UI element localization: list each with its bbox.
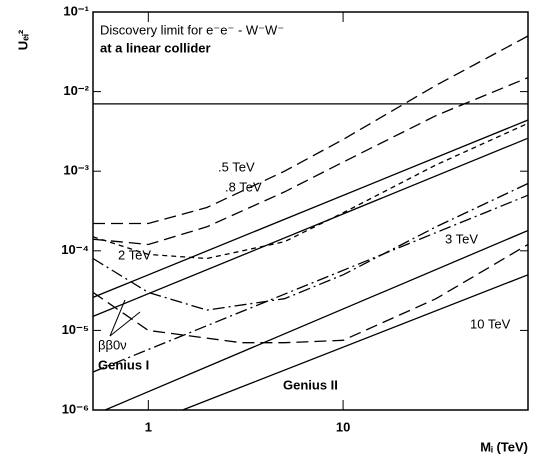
series-line: [92, 182, 529, 311]
series-line: [104, 229, 529, 411]
annotation: Discovery limit for e⁻e⁻ - W⁻W⁻: [100, 22, 284, 37]
series-line: [92, 119, 529, 299]
y-tick-label: 10⁻⁴: [61, 242, 89, 257]
annotation: Genius I: [98, 357, 149, 372]
series-line: [93, 35, 529, 225]
y-tick-label: 10⁻⁵: [62, 322, 89, 337]
series-line: [92, 137, 529, 318]
annotation: ββ0ν: [98, 337, 127, 352]
series-line: [92, 76, 529, 246]
annotation: .5 TeV: [218, 159, 255, 174]
y-axis-label: Uₑᵢ²: [15, 29, 30, 50]
series-line: [92, 194, 529, 373]
plot-frame: [92, 11, 529, 411]
x-tick-label: 10: [336, 419, 350, 434]
annotation: at a linear collider: [100, 40, 211, 55]
annotation: Genius II: [283, 377, 338, 392]
annotation: 2 TeV: [118, 247, 151, 262]
y-tick-label: 10⁻⁶: [62, 401, 89, 416]
series-line: [92, 122, 529, 260]
arrow: [109, 299, 126, 337]
y-tick-label: 10⁻¹: [63, 3, 89, 18]
annotation: 3 TeV: [445, 231, 478, 246]
y-tick-label: 10⁻³: [63, 163, 89, 178]
arrow: [109, 311, 141, 337]
series-line: [182, 274, 529, 411]
annotation: .8 TeV: [225, 179, 262, 194]
x-tick-label: 1: [145, 419, 152, 434]
x-axis-label: Mᵢ (TeV): [480, 439, 528, 454]
annotation: 10 TeV: [470, 316, 511, 331]
y-tick-label: 10⁻²: [63, 83, 89, 98]
series-line: [92, 243, 529, 344]
